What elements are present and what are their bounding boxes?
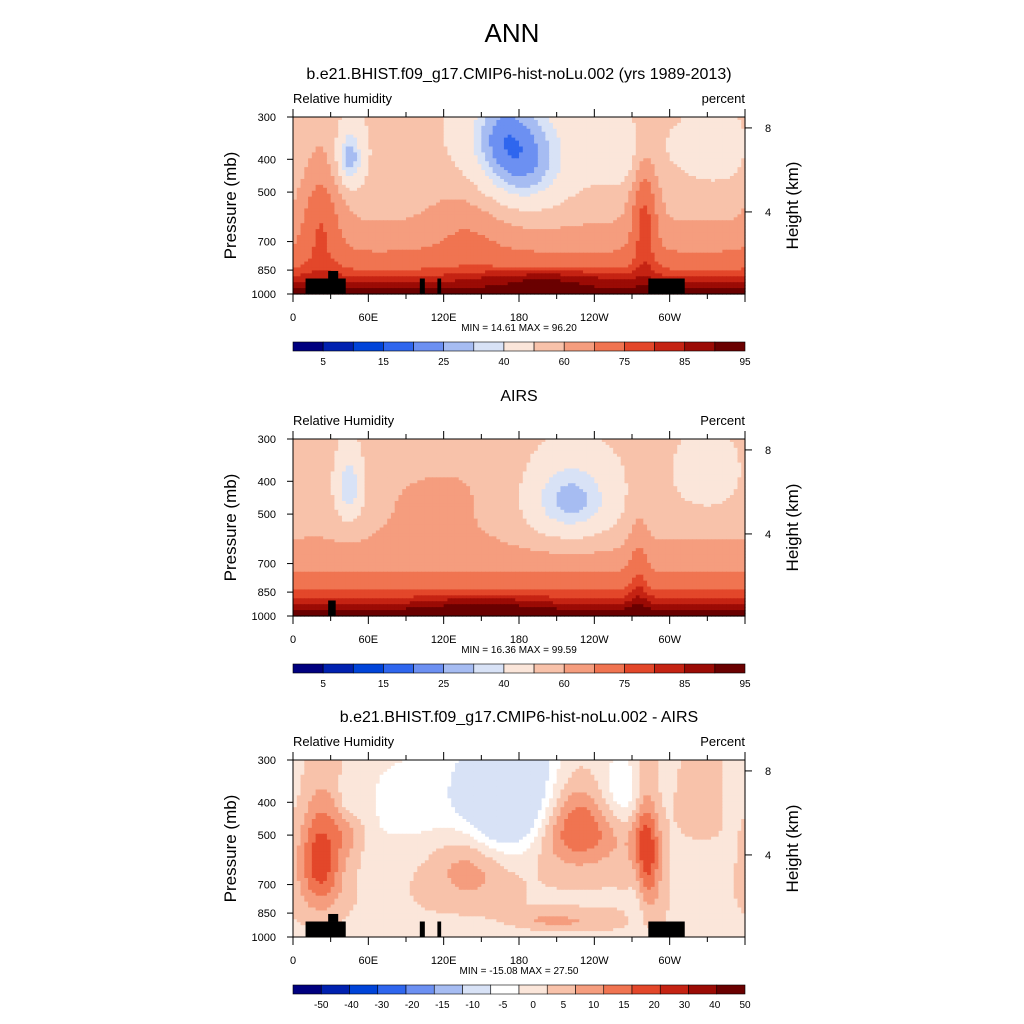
- units-label: percent: [702, 91, 746, 106]
- contour-field: [293, 117, 746, 295]
- panel-title: b.e21.BHIST.f09_g17.CMIP6-hist-noLu.002 …: [306, 66, 731, 83]
- panel-1: b.e21.BHIST.f09_g17.CMIP6-hist-noLu.002 …: [221, 66, 802, 368]
- variable-label: Relative humidity: [293, 91, 392, 106]
